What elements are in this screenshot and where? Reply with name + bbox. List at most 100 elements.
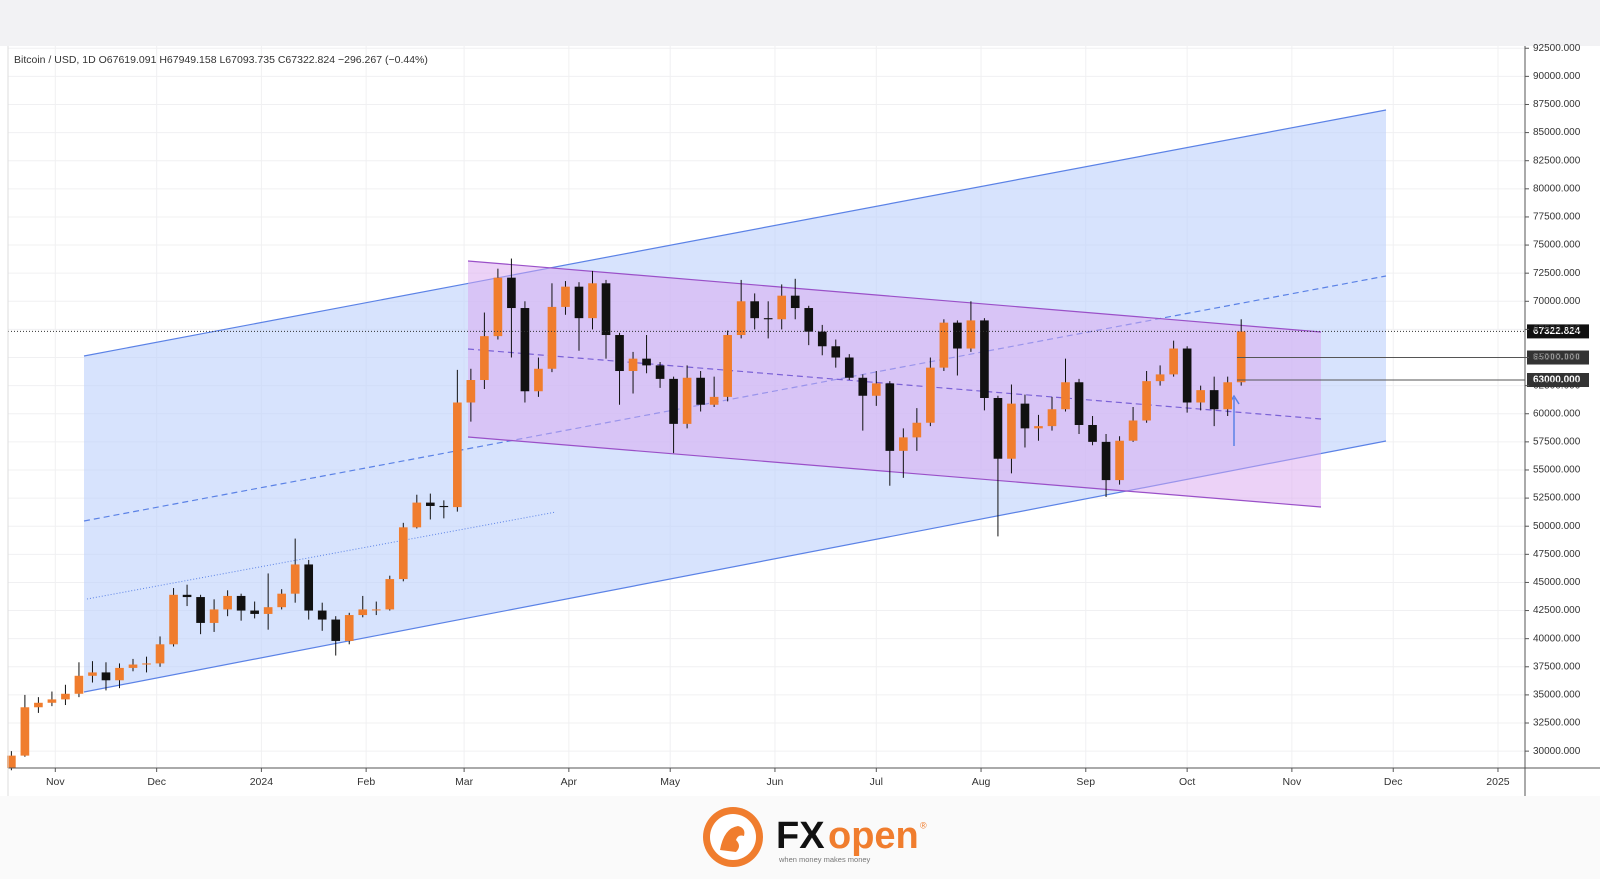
candle-body	[101, 672, 111, 681]
candle-body	[993, 398, 1003, 459]
candle-body	[574, 286, 584, 319]
candle-body	[750, 301, 759, 319]
candle-body	[304, 564, 314, 611]
logo-tagline: when money makes money	[778, 855, 871, 864]
y-tick-label: 40000.000	[1533, 633, 1581, 644]
y-tick-label: 87500.000	[1533, 99, 1581, 110]
candle-body	[1061, 382, 1070, 410]
candle-body	[601, 283, 611, 336]
candle-body	[1034, 426, 1043, 429]
candle-body	[1088, 424, 1097, 442]
y-tick-label: 32500.000	[1533, 718, 1581, 729]
x-tick-label: May	[660, 776, 681, 788]
candle-body	[858, 377, 868, 396]
logo: FX open ® when money makes money	[703, 807, 927, 867]
x-tick-label: Oct	[1179, 776, 1195, 788]
candle-body	[371, 609, 381, 611]
y-tick-label: 42500.000	[1533, 605, 1581, 616]
y-tick-label: 57500.000	[1533, 437, 1581, 448]
candle-body	[34, 702, 43, 708]
candle-body	[547, 306, 557, 369]
candle-body	[412, 502, 422, 528]
candle-body	[642, 358, 651, 366]
candle-body	[1074, 382, 1084, 425]
candle-body	[777, 295, 787, 320]
candle-body	[426, 502, 435, 506]
candle-body	[1142, 381, 1151, 421]
candle-body	[344, 615, 354, 641]
x-tick-label: Dec	[1384, 776, 1403, 788]
candle-body	[20, 707, 30, 756]
x-tick-label: Jun	[766, 776, 783, 788]
level-label: 63000.000	[1533, 375, 1581, 386]
x-tick-label: Aug	[972, 776, 991, 788]
candle-body	[939, 322, 949, 368]
candle-body	[263, 607, 273, 614]
x-tick-label: 2024	[250, 776, 274, 788]
candle-body	[885, 383, 895, 451]
channel-top	[83, 109, 1387, 357]
candle-body	[209, 609, 219, 623]
x-tick-label: Apr	[561, 776, 578, 788]
candle-body	[1155, 374, 1165, 382]
candle-body	[696, 377, 705, 405]
candle-body	[223, 595, 232, 610]
y-tick-label: 70000.000	[1533, 296, 1581, 307]
x-tick-label: Nov	[1283, 776, 1302, 788]
candle-body	[628, 358, 638, 372]
candle-body	[182, 594, 192, 598]
x-tick-label: Mar	[455, 776, 474, 788]
candle-body	[588, 283, 597, 319]
candle-body	[317, 610, 327, 620]
candle-body	[844, 357, 854, 378]
x-tick-label: Nov	[46, 776, 65, 788]
y-tick-label: 77500.000	[1533, 212, 1581, 223]
candle-body	[1236, 331, 1246, 383]
candles	[7, 258, 1246, 771]
overlay: 67322.824 65000.000 63000.000	[8, 324, 1589, 388]
candle-body	[655, 365, 665, 379]
candle-body	[47, 699, 57, 703]
candle-body	[561, 286, 570, 307]
y-tick-label: 47500.000	[1533, 549, 1581, 560]
candle-body	[331, 619, 341, 641]
candle-body	[466, 380, 476, 403]
falling-top	[467, 260, 1322, 333]
candle-body	[966, 320, 976, 349]
candle-body	[804, 308, 814, 332]
candle-body	[1101, 441, 1111, 481]
candle-body	[398, 527, 408, 580]
logo-bull	[720, 826, 745, 852]
candle-body	[790, 295, 800, 309]
candle-body	[290, 564, 300, 594]
candle-body	[763, 318, 773, 320]
y-tick-label: 85000.000	[1533, 127, 1581, 138]
candle-body	[493, 277, 503, 337]
y-tick-label: 37500.000	[1533, 661, 1581, 672]
candle-body	[169, 594, 178, 645]
falling-bottom	[467, 436, 1322, 508]
y-tick-label: 75000.000	[1533, 240, 1581, 251]
y-tick-label: 30000.000	[1533, 746, 1581, 757]
candle-body	[7, 755, 16, 768]
candle-body	[61, 693, 70, 700]
y-tick-label: 90000.000	[1533, 71, 1581, 82]
candle-body	[709, 396, 719, 405]
candle-body	[831, 346, 841, 358]
top-band	[0, 0, 1600, 46]
logo-open: open	[828, 815, 919, 857]
y-tick-label: 72500.000	[1533, 268, 1581, 279]
y-tick-label: 80000.000	[1533, 183, 1581, 194]
candle-body	[953, 322, 962, 349]
y-tick-label: 65000.000	[1533, 352, 1581, 363]
candle-body	[871, 383, 881, 396]
candle-body	[1209, 390, 1219, 410]
candle-body	[899, 437, 908, 451]
candle-body	[142, 663, 151, 665]
candle-body	[250, 610, 259, 614]
candle-body	[1047, 409, 1057, 427]
candle-body	[1020, 403, 1030, 429]
candle-body	[817, 331, 827, 347]
candle-body	[1182, 348, 1192, 403]
